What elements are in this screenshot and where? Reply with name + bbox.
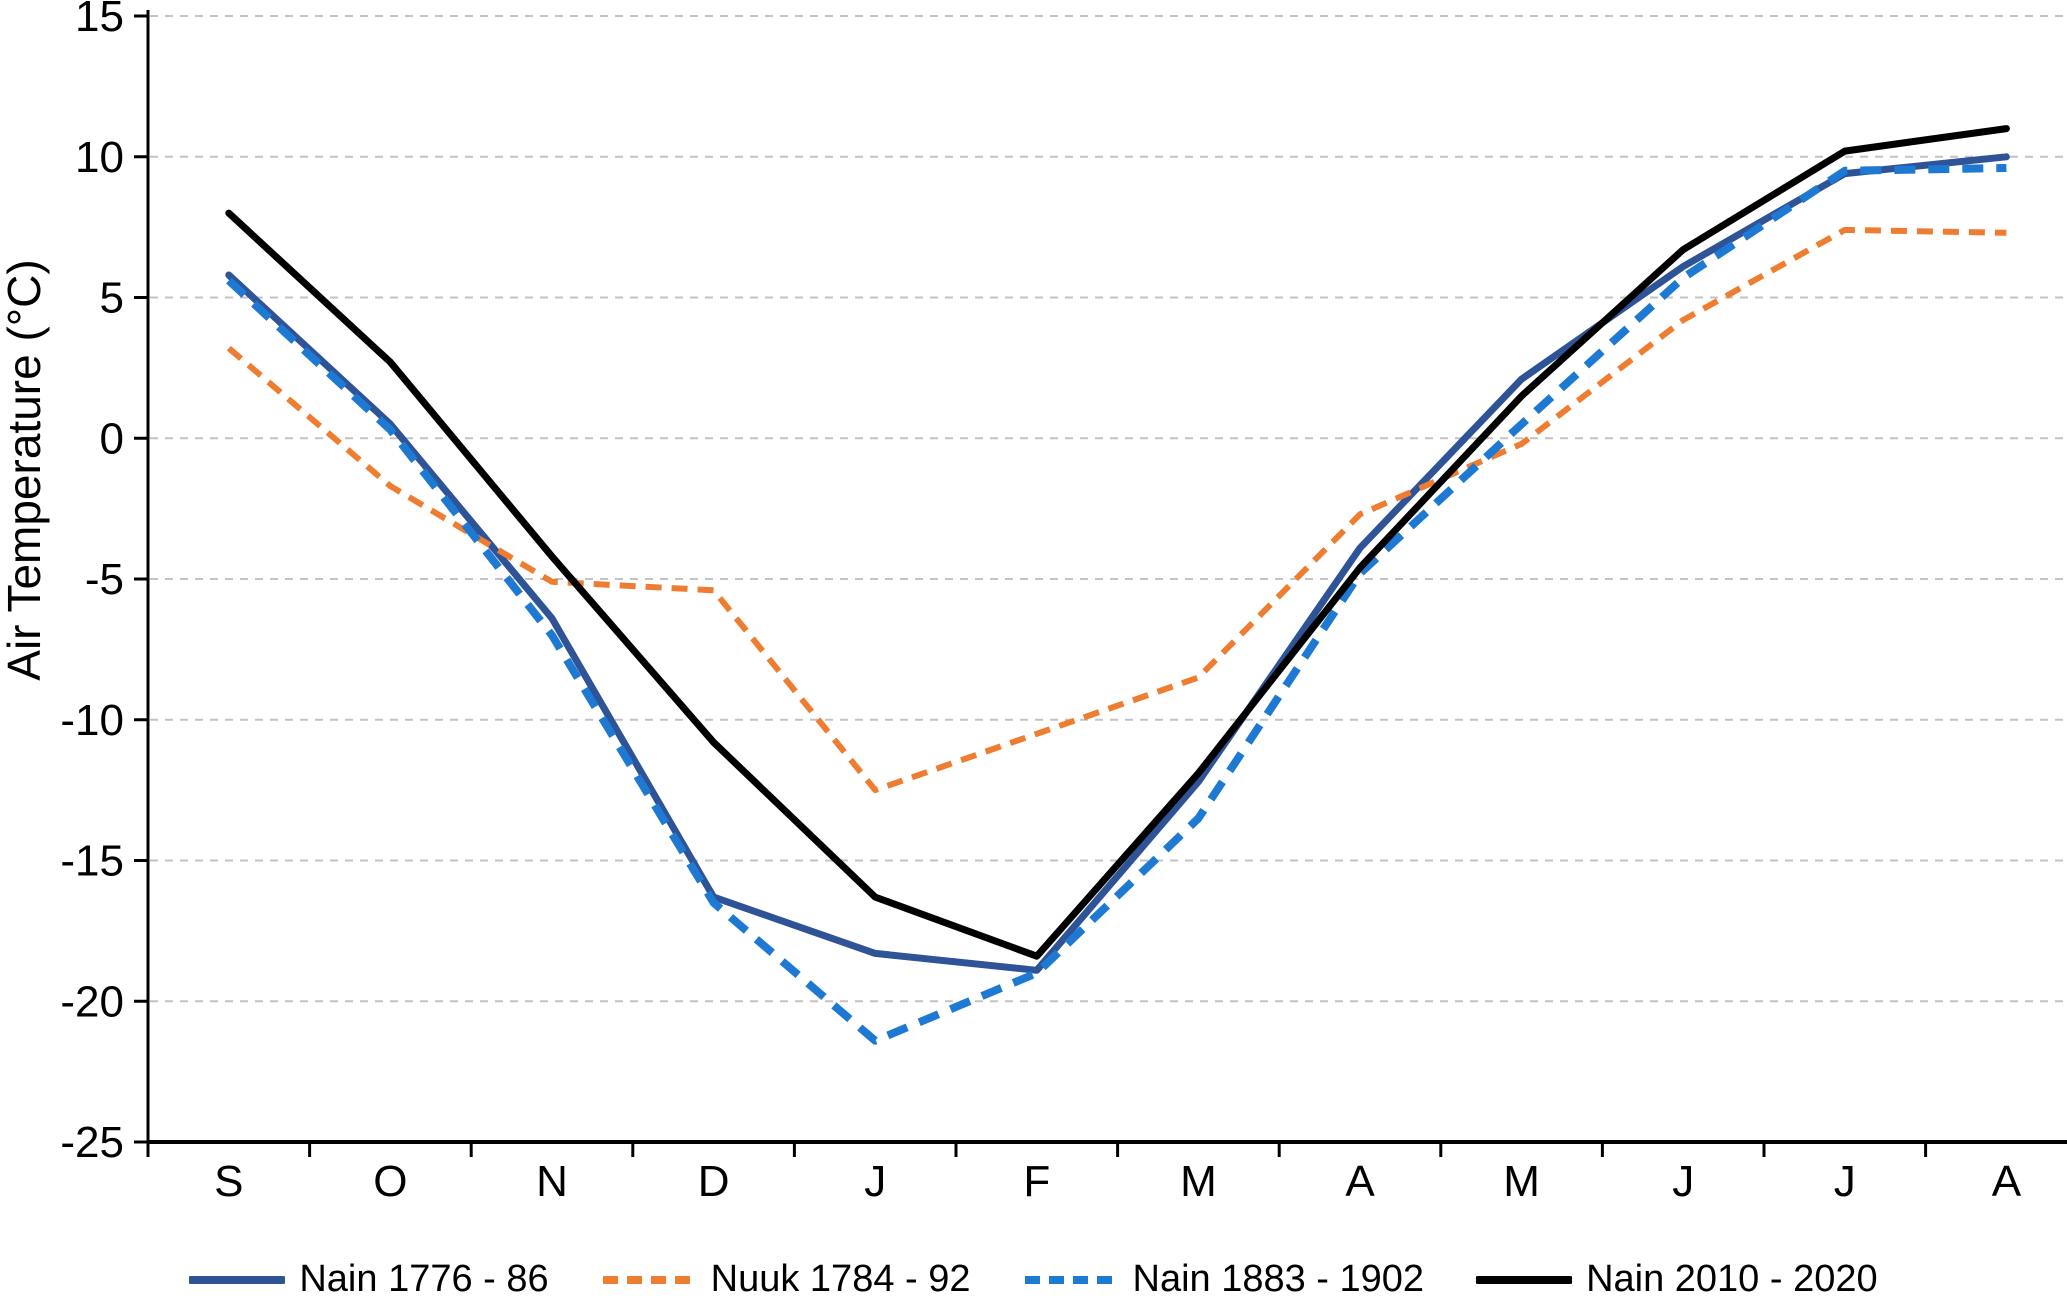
y-tick-label: 0 bbox=[100, 414, 124, 463]
series-line-nain-1776-86 bbox=[225, 153, 2010, 974]
x-tick-label: O bbox=[373, 1157, 407, 1206]
y-tick-label: -25 bbox=[60, 1118, 124, 1167]
legend-line-sample bbox=[602, 1275, 695, 1284]
x-tick-label: J bbox=[1672, 1157, 1694, 1206]
y-tick-label: -5 bbox=[85, 555, 124, 604]
y-tick-label: -10 bbox=[60, 696, 124, 745]
x-tick-label: N bbox=[536, 1157, 568, 1206]
series-line-nain-1883-1902 bbox=[226, 164, 2007, 1045]
series-line-nain-2010-2020 bbox=[225, 125, 2010, 960]
legend-label: Nain 1883 - 1902 bbox=[1132, 1258, 1425, 1300]
legend-line-sample bbox=[1024, 1275, 1117, 1284]
x-tick-label: S bbox=[214, 1157, 243, 1206]
legend-label: Nain 2010 - 2020 bbox=[1586, 1258, 1878, 1300]
y-axis-title: Air Temperature (°C) bbox=[0, 259, 50, 680]
x-tick-label: M bbox=[1503, 1157, 1540, 1206]
series-line-nuuk-1784-92 bbox=[226, 226, 2007, 794]
x-tick-label: J bbox=[864, 1157, 886, 1206]
y-tick-label: 5 bbox=[100, 274, 124, 323]
y-tick-label: -20 bbox=[60, 977, 124, 1026]
legend-line-sample bbox=[189, 1275, 286, 1284]
y-tick-label: -15 bbox=[60, 837, 124, 886]
legend-item-nuuk-1784-92: Nuuk 1784 - 92 bbox=[601, 1258, 971, 1301]
x-tick-label: A bbox=[1345, 1157, 1375, 1206]
y-tick-label: 10 bbox=[75, 133, 124, 182]
x-tick-label: D bbox=[698, 1157, 730, 1206]
x-tick-label: J bbox=[1834, 1157, 1856, 1206]
x-tick-label: A bbox=[1992, 1157, 2022, 1206]
legend-label: Nuuk 1784 - 92 bbox=[710, 1258, 971, 1300]
chart-legend: Nain 1776 - 86 Nuuk 1784 - 92 Nain 1883 - … bbox=[0, 1258, 2067, 1301]
legend-item-nain-1883-1902: Nain 1883 - 1902 bbox=[1023, 1258, 1425, 1301]
legend-label: Nain 1776 - 86 bbox=[299, 1258, 549, 1300]
legend-line-sample bbox=[1476, 1275, 1573, 1284]
x-tick-label: F bbox=[1023, 1157, 1050, 1206]
x-tick-label: M bbox=[1180, 1157, 1217, 1206]
legend-item-nain-2010-2020: Nain 2010 - 2020 bbox=[1476, 1258, 1878, 1301]
legend-item-nain-1776-86: Nain 1776 - 86 bbox=[189, 1258, 549, 1301]
y-tick-label: 15 bbox=[75, 0, 124, 41]
